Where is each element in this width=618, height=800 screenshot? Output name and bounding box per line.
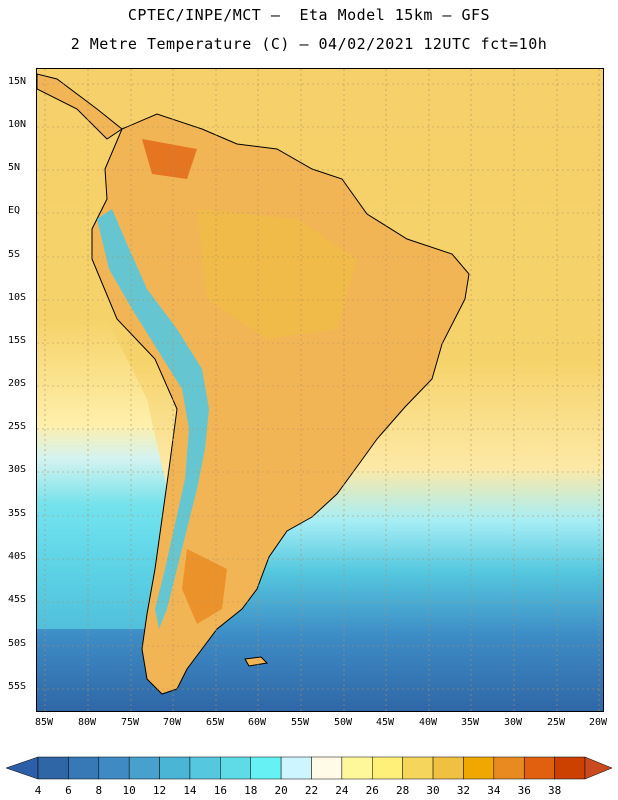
colorbar-swatch [250, 756, 282, 780]
pacific-cool-zone [37, 319, 167, 629]
lat-label: EQ [8, 205, 21, 216]
colorbar-tick-label: 10 [122, 784, 136, 797]
lat-label: 45S [8, 594, 27, 605]
colorbar-tick-label: 38 [547, 784, 562, 797]
lat-label: 55S [8, 681, 27, 692]
colorbar-tick-label: 6 [65, 784, 72, 797]
lon-label: 35W [460, 717, 480, 728]
chart-title-line2: 2 Metre Temperature (C) – 04/02/2021 12U… [70, 35, 548, 53]
colorbar-tick-label: 20 [274, 784, 288, 797]
colorbar-swatch [311, 756, 343, 780]
falkland-islands [244, 656, 269, 667]
colorbar-swatch [554, 756, 586, 780]
colorbar-swatch [372, 756, 403, 780]
colorbar-tick-label: 18 [244, 784, 258, 797]
lon-label: 80W [77, 717, 97, 728]
andes-cold-band [97, 209, 209, 629]
colorbar-swatch [37, 756, 69, 780]
colorbar-swatch [189, 756, 221, 780]
colorbar-tick-label: 22 [304, 784, 319, 797]
lon-label: 50W [333, 717, 353, 728]
colorbar-swatch [220, 756, 251, 780]
map-gridlines [37, 69, 603, 711]
colorbar [5, 756, 613, 780]
colorbar-tick-label: 12 [152, 784, 167, 797]
lon-label: 30W [503, 717, 523, 728]
lon-label: 65W [205, 717, 225, 728]
colorbar-tick-label: 26 [365, 784, 379, 797]
lon-label: 20W [588, 717, 608, 728]
colorbar-swatch [128, 756, 160, 780]
lat-label: 15N [8, 76, 27, 87]
lon-label: 55W [290, 717, 310, 728]
colorbar-tick-label: 8 [95, 784, 103, 797]
colorbar-tick-label: 4 [34, 784, 42, 797]
lon-label: 45W [375, 717, 395, 728]
lon-label: 40W [418, 717, 438, 728]
central-america-landmass [37, 73, 123, 140]
venezuela-hot-spot [142, 139, 197, 179]
lat-label: 35S [8, 508, 27, 519]
colorbar-tick-label: 34 [487, 784, 501, 797]
colorbar-swatch [402, 756, 434, 780]
temperature-map [36, 68, 604, 712]
colorbar-swatch [280, 756, 312, 780]
colorbar-high-arrow [584, 756, 613, 780]
lat-label: 50S [8, 638, 27, 649]
colorbar-swatch [463, 756, 495, 780]
lat-label: 40S [8, 551, 27, 562]
colorbar-swatch [432, 756, 464, 780]
south-america-landmass [91, 113, 470, 695]
map-canvas [37, 69, 603, 711]
colorbar-swatch [159, 756, 191, 780]
lat-label: 5S [8, 249, 21, 260]
lat-label: 5N [8, 162, 21, 173]
colorbar-tick-label: 30 [426, 784, 440, 797]
colorbar-low-arrow [5, 756, 39, 780]
colorbar-tick-label: 16 [213, 784, 227, 797]
lon-label: 70W [162, 717, 182, 728]
colorbar-swatch [341, 756, 373, 780]
colorbar-tick-label: 32 [456, 784, 471, 797]
lon-label: 25W [546, 717, 566, 728]
colorbar-tick-label: 28 [396, 784, 410, 797]
lat-label: 10N [8, 119, 27, 130]
lat-label: 20S [8, 378, 27, 389]
chart-title-line1: CPTEC/INPE/MCT – Eta Model 15km – GFS [127, 6, 491, 24]
lat-label: 10S [8, 292, 27, 303]
lon-label: 85W [34, 717, 54, 728]
colorbar-swatch [98, 756, 130, 780]
colorbar-swatch [523, 756, 555, 780]
amazon-warm-region [197, 209, 357, 339]
colorbar-tick-label: 14 [183, 784, 197, 797]
lon-label: 60W [247, 717, 267, 728]
colorbar-swatch [493, 756, 525, 780]
colorbar-tick-label: 36 [517, 784, 531, 797]
lat-label: 25S [8, 421, 27, 432]
colorbar-tick-label: 24 [335, 784, 349, 797]
colorbar-swatch [68, 756, 100, 780]
lon-label: 75W [120, 717, 140, 728]
lat-label: 15S [8, 335, 27, 346]
lat-label: 30S [8, 464, 27, 475]
